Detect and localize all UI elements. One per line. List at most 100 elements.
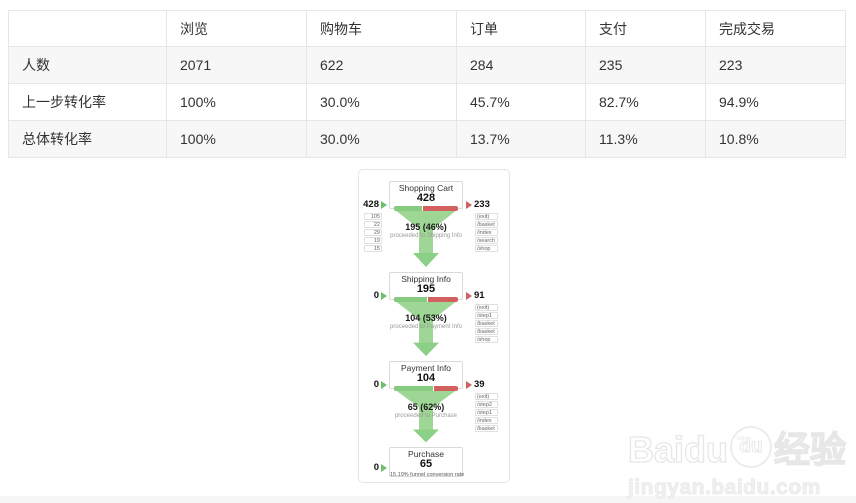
step-title: Shipping Info xyxy=(401,274,451,284)
proceeded-count: 195 (46%) xyxy=(405,222,447,232)
entered-count: 0 xyxy=(373,379,379,390)
funnel-step-payment-info: Payment Info 104 xyxy=(389,361,463,391)
red-arrow-icon xyxy=(466,291,472,300)
entered-count: 0 xyxy=(373,462,379,473)
header-cart: 购物车 xyxy=(306,10,457,47)
entered-annotation: 428 xyxy=(361,199,387,210)
cell-value: 284 xyxy=(456,46,586,84)
funnel-step-purchase: Purchase 65 15.19% funnel conversion rat… xyxy=(389,447,465,478)
exit-page-item: /search xyxy=(475,237,498,244)
exit-page-item: /basket xyxy=(475,328,498,335)
cell-value: 13.7% xyxy=(456,120,586,158)
funnel-panel: Shopping Cart 428 428 233 105 22 29 19 1… xyxy=(358,169,510,483)
entered-annotation: 0 xyxy=(361,462,387,473)
cell-value: 100% xyxy=(166,83,307,121)
bar-continued-segment xyxy=(394,297,428,302)
exited-count: 91 xyxy=(474,290,485,301)
entered-count: 0 xyxy=(373,290,379,301)
bottom-edge-strip xyxy=(0,496,856,503)
header-completed: 完成交易 xyxy=(705,10,846,47)
watermark-brand-du: du xyxy=(739,436,763,458)
step-count: 104 xyxy=(416,372,436,384)
exit-page-item: /basket xyxy=(475,320,498,327)
funnel-step-shipping-info: Shipping Info 195 xyxy=(389,272,463,302)
exit-page-item: (exit) xyxy=(475,213,498,220)
red-arrow-icon xyxy=(466,200,472,209)
entry-source-item: 29 xyxy=(364,229,382,236)
row-label: 总体转化率 xyxy=(8,120,167,158)
proceeded-caption: proceeded to Shipping Info xyxy=(390,233,462,239)
exit-page-item: /shop xyxy=(475,336,498,343)
green-arrow-icon xyxy=(381,291,387,300)
entry-source-item: 19 xyxy=(364,237,382,244)
header-browse: 浏览 xyxy=(166,10,307,47)
header-empty xyxy=(8,10,167,47)
step-title: Payment Info xyxy=(400,363,452,373)
table-header-row: 浏览 购物车 订单 支付 完成交易 xyxy=(8,10,846,47)
conversion-bar xyxy=(394,386,458,391)
proceeded-caption: proceeded to Purchase xyxy=(394,413,458,419)
entry-source-item: 105 xyxy=(364,213,382,220)
funnel-conversion-note: 15.19% funnel conversion rate xyxy=(390,472,465,478)
table-row-overall-conversion: 总体转化率 100% 30.0% 13.7% 11.3% 10.8% xyxy=(8,120,846,158)
exit-pages-list: (exit) /basket /index /search /shop xyxy=(475,213,498,253)
green-arrow-icon xyxy=(381,200,387,209)
conversion-bar xyxy=(394,206,458,211)
exit-page-item: /shop xyxy=(475,245,498,252)
bar-continued-segment xyxy=(394,206,424,211)
bar-continued-segment xyxy=(394,386,434,391)
cell-value: 223 xyxy=(705,46,846,84)
exited-count: 39 xyxy=(474,379,485,390)
entered-annotation: 0 xyxy=(361,379,387,390)
watermark-brand-en: Baidu xyxy=(627,429,728,470)
funnel-flow-shape: 195 (46%) proceeded to Shipping Info xyxy=(389,209,463,272)
row-label: 人数 xyxy=(8,46,167,84)
cell-value: 30.0% xyxy=(306,83,457,121)
exited-annotation: 39 xyxy=(466,379,508,390)
cell-value: 100% xyxy=(166,120,307,158)
step-title: Shopping Cart xyxy=(398,183,454,193)
funnel-trapezoid-arrow xyxy=(394,300,458,357)
green-arrow-icon xyxy=(381,463,387,472)
conversion-bar xyxy=(394,297,458,302)
exit-page-item: /step2 xyxy=(475,401,498,408)
watermark-brand-cn: 经验 xyxy=(773,429,846,470)
entry-source-item: 15 xyxy=(364,245,382,252)
entered-annotation: 0 xyxy=(361,290,387,301)
baidu-paw-logo-icon: ••• du xyxy=(729,426,772,468)
step-count: 428 xyxy=(416,192,436,204)
cell-value: 94.9% xyxy=(705,83,846,121)
entry-source-item: 22 xyxy=(364,221,382,228)
step-count: 195 xyxy=(416,283,436,295)
watermark-brand: Baidu ••• du 经验 xyxy=(627,426,847,471)
entered-count: 428 xyxy=(363,199,379,210)
table-row-step-conversion: 上一步转化率 100% 30.0% 45.7% 82.7% 94.9% xyxy=(8,83,846,121)
exit-page-item: (exit) xyxy=(475,393,498,400)
exit-page-item: /step1 xyxy=(475,409,498,416)
proceeded-caption: proceeded to Payment Info xyxy=(389,324,463,330)
step-count: 65 xyxy=(419,458,433,470)
header-order: 订单 xyxy=(456,10,586,47)
exited-annotation: 91 xyxy=(466,290,508,301)
exit-page-item: /basket xyxy=(475,221,498,228)
exit-pages-list: (exit) /step1 /basket /basket /shop xyxy=(475,304,498,344)
green-arrow-icon xyxy=(381,380,387,389)
cell-value: 235 xyxy=(585,46,706,84)
conversion-table: 浏览 购物车 订单 支付 完成交易 人数 2071 622 284 235 22… xyxy=(8,10,846,158)
header-payment: 支付 xyxy=(585,10,706,47)
funnel-flow-shape: 104 (53%) proceeded to Payment Info xyxy=(389,300,463,361)
exit-page-item: /basket xyxy=(475,425,498,432)
cell-value: 622 xyxy=(306,46,457,84)
entry-sources-list: 105 22 29 19 15 xyxy=(364,213,382,253)
watermark-url: jingyan.baidu.com xyxy=(627,476,821,499)
funnel-trapezoid-arrow xyxy=(394,389,458,443)
paw-toes-icon: ••• xyxy=(736,433,750,444)
cell-value: 2071 xyxy=(166,46,307,84)
baidu-jingyan-watermark: Baidu ••• du 经验 jingyan.baidu.com xyxy=(627,426,847,499)
cell-value: 10.8% xyxy=(705,120,846,158)
exit-page-item: (exit) xyxy=(475,304,498,311)
cell-value: 30.0% xyxy=(306,120,457,158)
exited-annotation: 233 xyxy=(466,199,508,210)
exit-page-item: /index xyxy=(475,417,498,424)
exited-count: 233 xyxy=(474,199,490,210)
